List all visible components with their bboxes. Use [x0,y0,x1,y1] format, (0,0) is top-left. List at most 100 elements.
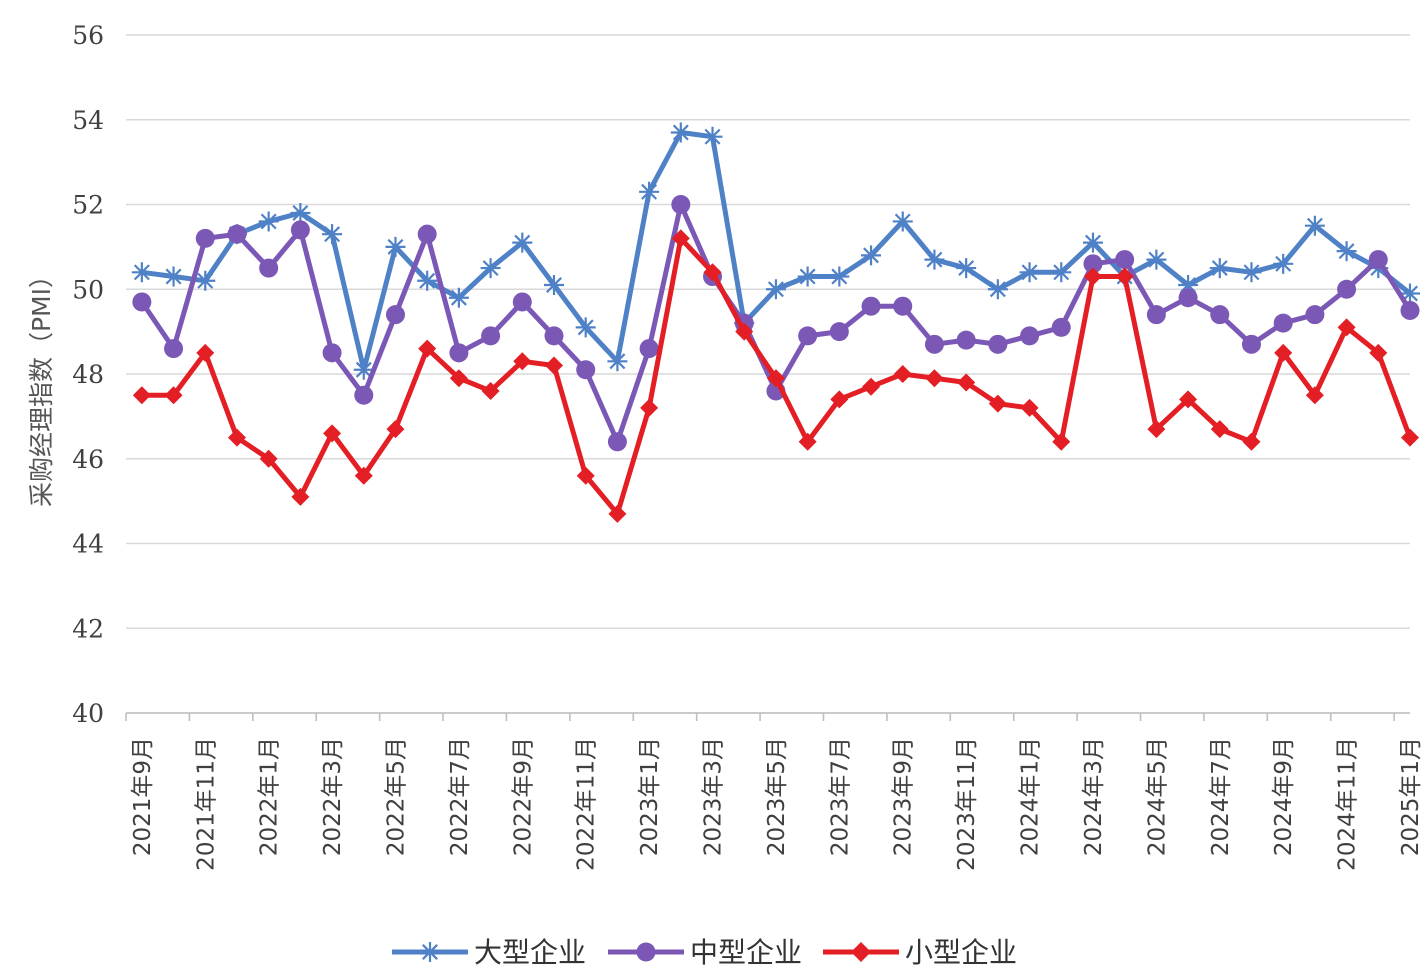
data-point [1082,232,1103,253]
data-point [1337,279,1357,299]
data-point [1336,241,1357,262]
data-point [1019,262,1040,283]
data-point [418,339,437,358]
data-point [766,369,785,388]
data-point [670,122,691,143]
data-point [575,317,596,338]
data-point [957,373,976,392]
data-point [195,270,216,291]
x-tick-label: 2024年7月 [1208,737,1234,856]
x-tick-label: 2021年9月 [130,737,156,856]
data-point [576,360,596,380]
y-tick-label: 46 [72,445,104,474]
x-axis: 2021年9月 2021年11月 2022年1月 2022年3月 2022年5月 2022… [125,712,1424,871]
data-point [671,229,690,248]
data-point [227,428,246,447]
legend-label: 小型企业 [905,936,1017,969]
data-point [385,305,405,325]
x-tick-label: 2024年11月 [1335,737,1361,871]
data-point [1146,305,1166,325]
data-point [1242,432,1261,451]
y-tick-label: 48 [72,360,104,389]
data-point [735,322,754,341]
x-tick-label: 2022年7月 [447,737,473,856]
data-point [196,343,215,362]
data-point [258,211,279,232]
data-point [829,266,850,287]
data-point [290,202,311,223]
data-point [448,287,469,308]
data-point [1241,334,1261,354]
x-tick-label: 2023年1月 [637,737,663,856]
data-point [1020,398,1039,417]
data-point [798,326,818,346]
y-tick-label: 56 [72,21,104,50]
x-tick-label: 2022年1月 [257,737,283,856]
data-point [353,359,374,380]
data-point [988,394,1007,413]
data-point [1274,343,1293,362]
data-point [354,385,374,405]
y-axis-title: 采购经理指数（PMI） [27,263,56,507]
data-point [702,126,723,147]
data-point [481,326,501,346]
series-line [139,130,1413,373]
data-point [259,258,279,278]
data-point [481,381,500,400]
data-point [132,386,151,405]
data-point [1368,250,1388,270]
x-tick-label: 2023年9月 [891,737,917,856]
data-point [1241,262,1262,283]
data-point [417,224,437,244]
x-tick-label: 2024年1月 [1018,737,1044,856]
data-point [956,330,976,350]
data-point [862,377,881,396]
data-point [322,224,343,245]
data-point [544,275,564,296]
data-point [636,942,656,962]
data-point [291,487,310,506]
data-point [449,343,469,363]
data-point [417,270,438,291]
y-tick-label: 52 [72,191,104,220]
data-point [703,263,722,282]
data-point [1115,250,1135,270]
data-point [323,424,342,443]
data-point [513,352,532,371]
data-point [893,365,912,383]
data-point [1273,253,1294,274]
data-point [1337,318,1356,337]
data-point [1400,300,1420,320]
y-tick-label: 40 [72,699,104,728]
data-point [1178,288,1198,308]
legend-label: 中型企业 [690,936,802,969]
data-point [861,245,882,266]
data-point [1051,262,1072,283]
data-point [607,432,627,452]
x-tick-label: 2024年3月 [1081,737,1107,856]
data-point [765,279,786,300]
legend-item: 小型企业 [823,936,1017,969]
y-axis-ticks: 40 42 44 46 48 50 52 54 56 [72,21,104,728]
y-tick-label: 42 [72,614,104,643]
data-point [797,266,818,287]
x-tick-label: 2024年5月 [1144,737,1170,856]
data-point [544,326,564,346]
data-point [639,181,660,202]
data-point [893,296,913,316]
data-point [1051,317,1071,337]
data-point [925,369,944,388]
data-point [1273,313,1293,333]
data-point [259,449,278,468]
data-point [1401,428,1419,447]
data-point [1020,326,1040,346]
data-point [671,195,691,214]
data-point [1052,432,1071,451]
data-point [1369,343,1388,362]
legend: 大型企业 中型企业 小型企业 [392,936,1017,969]
data-point [386,420,405,439]
data-point [1147,420,1166,439]
data-point [1115,267,1134,286]
data-point [164,339,184,359]
